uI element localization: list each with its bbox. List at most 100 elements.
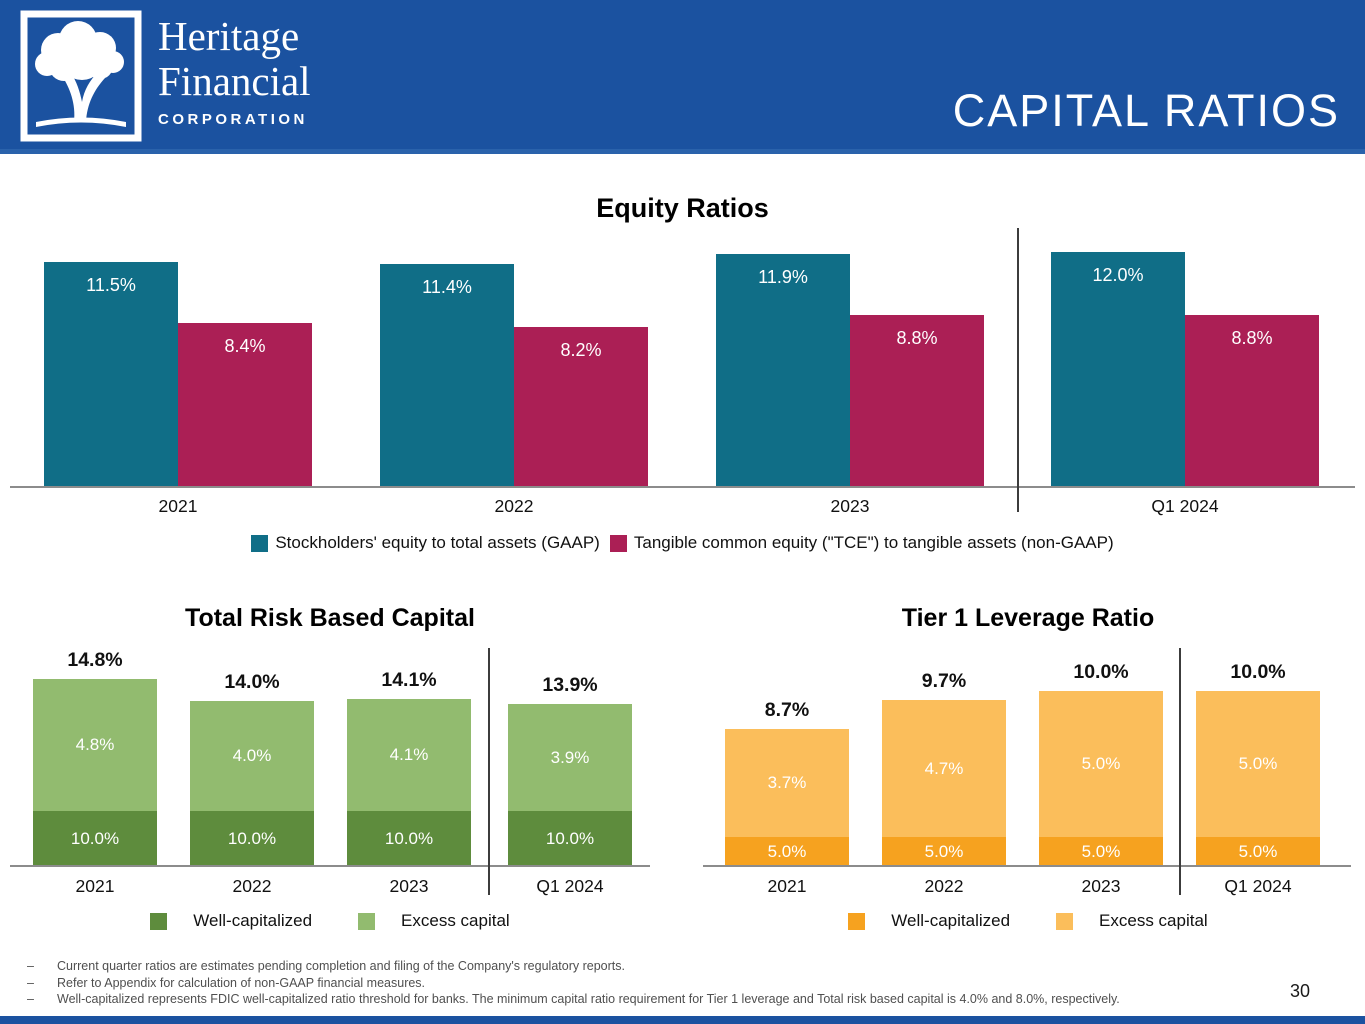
bar-value-label: 5.0% [1081, 754, 1121, 773]
bar-total-label-tier1-leverage-ratio: 10.0% [1073, 661, 1129, 683]
footnote-text: Current quarter ratios are estimates pen… [57, 959, 625, 973]
footnotes: – Current quarter ratios are estimates pe… [27, 958, 1120, 1008]
bar-total-risk-based-capital-excess-2021: 4.8% [33, 679, 157, 811]
legend-item: Well-capitalized [150, 911, 312, 931]
x-axis-label-tier1-leverage-ratio: Q1 2024 [1224, 876, 1292, 896]
footnote-dash: – [27, 975, 34, 990]
bar-tier1-leverage-ratio-excess-Q1 2024: 5.0% [1196, 691, 1320, 837]
bar-tier1-leverage-ratio-excess-2021: 3.7% [725, 729, 849, 837]
bar-tier1-leverage-ratio-excess-2023: 5.0% [1039, 691, 1163, 837]
bottom-accent-bar [0, 1016, 1365, 1024]
x-axis-label-equity: 2023 [830, 496, 870, 516]
bar-equity-series0-2022: 11.4% [380, 264, 514, 487]
x-axis-label-tier1-leverage-ratio: 2023 [1081, 876, 1121, 896]
legend-label: Well-capitalized [891, 911, 1011, 930]
x-axis-label-tier1-leverage-ratio: 2022 [924, 876, 964, 896]
bar-value-label: 5.0% [1081, 841, 1121, 861]
footnote-text: Well-capitalized represents FDIC well-ca… [57, 992, 1120, 1006]
bar-total-label-total-risk-based-capital: 14.1% [381, 669, 437, 691]
legend-item: Excess capital [358, 911, 510, 931]
legend-swatch [358, 912, 376, 930]
legend-swatch [251, 534, 269, 552]
bar-value-label: 4.7% [924, 758, 964, 778]
bar-tier1-leverage-ratio-well-2023: 5.0% [1039, 837, 1163, 866]
bar-total-label-tier1-leverage-ratio: 10.0% [1230, 661, 1286, 683]
trbc-x-axis [10, 865, 650, 867]
bar-equity-series0-2023: 11.9% [716, 254, 850, 487]
bar-value-label: 5.0% [1238, 754, 1278, 773]
bar-equity-series1-Q1 2024: 8.8% [1185, 315, 1319, 487]
bar-value-label: 4.1% [389, 745, 429, 764]
bar-value-label: 4.8% [75, 735, 115, 754]
footnote-dash: – [27, 959, 34, 973]
equity-x-axis [10, 486, 1355, 488]
legend-label: Excess capital [401, 911, 510, 930]
legend-item: Excess capital [1056, 911, 1208, 931]
bar-total-risk-based-capital-well-2021: 10.0% [33, 811, 157, 866]
bar-value-label: 5.0% [924, 841, 964, 861]
company-name: Heritage Financial CORPORATION [158, 13, 311, 129]
tier1-leverage-ratio-title: Tier 1 Leverage Ratio [901, 604, 1155, 632]
bar-equity-series1-2023: 8.8% [850, 315, 984, 487]
bar-total-label-total-risk-based-capital: 14.8% [67, 649, 123, 671]
trbc-legend: Well-capitalized Excess capital [0, 911, 660, 931]
bar-value-label: 8.4% [224, 336, 266, 356]
bar-value-label: 10.0% [227, 828, 277, 848]
legend-swatch [848, 912, 866, 930]
bar-value-label: 4.0% [232, 746, 272, 765]
bar-total-risk-based-capital-well-2023: 10.0% [347, 811, 471, 866]
bar-tier1-leverage-ratio-well-Q1 2024: 5.0% [1196, 837, 1320, 866]
bar-tier1-leverage-ratio-well-2021: 5.0% [725, 837, 849, 866]
bar-value-label: 11.5% [86, 275, 136, 295]
bar-total-label-total-risk-based-capital: 13.9% [542, 674, 598, 696]
company-name-line3: CORPORATION [158, 111, 308, 128]
bar-total-label-tier1-leverage-ratio: 9.7% [921, 670, 967, 692]
slide-title: CAPITAL RATIOS [952, 85, 1340, 136]
footnote-dash: – [27, 992, 34, 1006]
page-number: 30 [1290, 981, 1311, 1001]
bar-total-risk-based-capital-well-2022: 10.0% [190, 811, 314, 866]
bar-total-risk-based-capital-excess-2023: 4.1% [347, 699, 471, 811]
equity-quarter-divider [1017, 228, 1019, 512]
bar-equity-series1-2021: 8.4% [178, 323, 312, 487]
company-name-line2: Financial [158, 58, 311, 104]
oak-tree-icon [20, 10, 142, 142]
bar-equity-series1-2022: 8.2% [514, 327, 648, 487]
x-axis-label-equity: 2022 [494, 496, 534, 516]
footnote-item: – Well-capitalized represents FDIC well-c… [27, 991, 1120, 1008]
x-axis-label-equity: Q1 2024 [1151, 496, 1219, 516]
bar-equity-series0-Q1 2024: 12.0% [1051, 252, 1185, 487]
x-axis-label-total-risk-based-capital: Q1 2024 [536, 876, 604, 896]
bar-value-label: 5.0% [767, 841, 807, 861]
bar-value-label: 3.7% [767, 773, 807, 792]
company-name-line1: Heritage [158, 13, 300, 59]
header-banner: Heritage Financial CORPORATION CAPITAL R… [0, 0, 1365, 154]
bar-value-label: 8.2% [560, 340, 602, 360]
bar-value-label: 5.0% [1238, 841, 1278, 861]
legend-label: Stockholders' equity to total assets (GA… [275, 533, 600, 552]
bar-tier1-leverage-ratio-excess-2022: 4.7% [882, 700, 1006, 837]
bar-value-label: 10.0% [384, 828, 434, 848]
t1-quarter-divider [1179, 648, 1181, 895]
footnote-text: Refer to Appendix for calculation of non… [57, 975, 426, 990]
x-axis-label-total-risk-based-capital: 2021 [75, 876, 115, 896]
legend-label: Tangible common equity ("TCE") to tangib… [633, 533, 1114, 552]
legend-label: Excess capital [1099, 911, 1208, 930]
legend-label: Well-capitalized [193, 911, 313, 930]
equity-ratios-title: Equity Ratios [596, 193, 769, 223]
bar-total-risk-based-capital-well-Q1 2024: 10.0% [508, 811, 632, 866]
x-axis-label-tier1-leverage-ratio: 2021 [767, 876, 807, 896]
footnote-item: – Current quarter ratios are estimates pe… [27, 958, 1120, 975]
legend-swatch [150, 912, 168, 930]
legend-item: Tangible common equity ("TCE") to tangib… [609, 533, 1114, 553]
x-axis-label-equity: 2021 [158, 496, 198, 516]
bar-tier1-leverage-ratio-well-2022: 5.0% [882, 837, 1006, 866]
bar-value-label: 12.0% [1092, 265, 1144, 285]
bar-value-label: 3.9% [550, 747, 590, 767]
total-risk-based-capital-title: Total Risk Based Capital [185, 604, 475, 632]
bar-total-label-tier1-leverage-ratio: 8.7% [764, 699, 810, 721]
bar-total-risk-based-capital-excess-Q1 2024: 3.9% [508, 704, 632, 811]
bar-value-label: 11.9% [758, 267, 808, 287]
